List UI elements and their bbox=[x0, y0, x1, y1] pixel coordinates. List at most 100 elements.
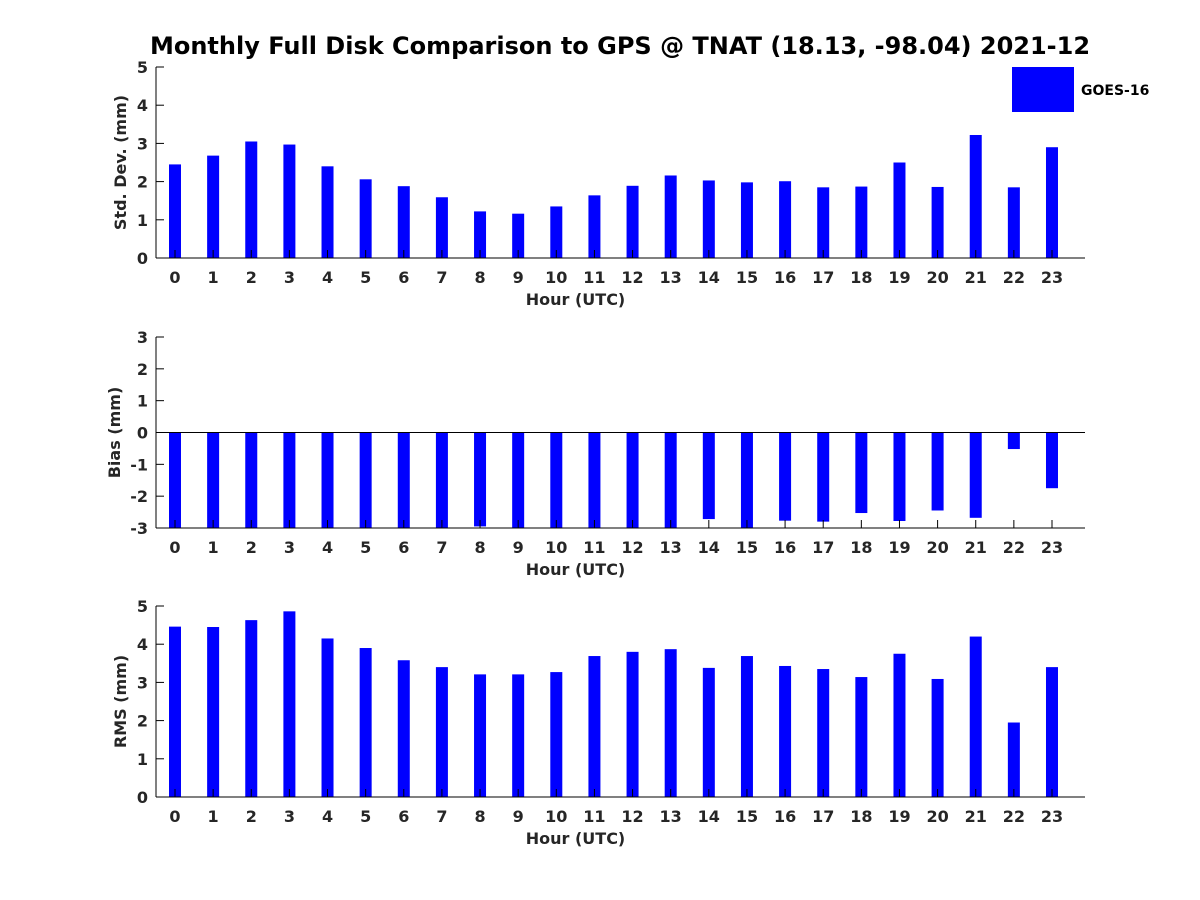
bar-hour-6 bbox=[397, 186, 410, 258]
x-tick-label: 5 bbox=[360, 268, 371, 287]
y-tick-label: 2 bbox=[137, 360, 148, 379]
bar-hour-18 bbox=[855, 186, 868, 258]
x-tick-label: 10 bbox=[545, 538, 567, 557]
x-tick-label: 16 bbox=[774, 538, 796, 557]
bar-hour-15 bbox=[740, 656, 753, 797]
bar-hour-17 bbox=[817, 187, 830, 258]
x-tick-label: 7 bbox=[436, 268, 447, 287]
x-tick-label: 0 bbox=[169, 538, 180, 557]
bar-hour-5 bbox=[359, 432, 372, 528]
y-axis-label: Std. Dev. (mm) bbox=[111, 95, 130, 230]
y-tick-label: 3 bbox=[137, 328, 148, 347]
legend: GOES-16 bbox=[1012, 67, 1149, 112]
x-tick-label: 17 bbox=[812, 807, 834, 826]
x-tick-label: 20 bbox=[926, 807, 948, 826]
bar-hour-0 bbox=[169, 626, 181, 797]
legend-swatch bbox=[1012, 67, 1074, 112]
bar-hour-2 bbox=[245, 620, 258, 797]
x-tick-label: 20 bbox=[926, 268, 948, 287]
x-tick-label: 0 bbox=[169, 268, 180, 287]
bar-hour-20 bbox=[931, 432, 944, 511]
x-tick-label: 11 bbox=[583, 538, 605, 557]
bar-hour-19 bbox=[893, 432, 906, 521]
x-tick-label: 19 bbox=[888, 807, 910, 826]
bar-hour-13 bbox=[664, 432, 677, 528]
bar-hour-16 bbox=[779, 432, 792, 521]
bar-hour-7 bbox=[435, 432, 448, 528]
figure-title: Monthly Full Disk Comparison to GPS @ TN… bbox=[150, 32, 1090, 60]
bar-hour-14 bbox=[702, 667, 715, 797]
bar-hour-1 bbox=[207, 432, 220, 528]
x-tick-label: 13 bbox=[660, 268, 682, 287]
x-tick-label: 6 bbox=[398, 807, 409, 826]
y-tick-label: 4 bbox=[137, 96, 148, 115]
x-tick-label: 22 bbox=[1003, 538, 1025, 557]
x-tick-label: 8 bbox=[474, 538, 485, 557]
bar-hour-6 bbox=[397, 660, 410, 797]
bar-hour-14 bbox=[702, 180, 715, 258]
x-tick-label: 8 bbox=[474, 268, 485, 287]
bar-hour-0 bbox=[169, 432, 181, 528]
bar-hour-5 bbox=[359, 648, 372, 797]
y-tick-label: 3 bbox=[137, 134, 148, 153]
bar-hour-15 bbox=[740, 182, 753, 258]
bar-hour-11 bbox=[588, 195, 601, 258]
x-tick-label: 12 bbox=[621, 268, 643, 287]
bar-hour-11 bbox=[588, 656, 601, 797]
x-tick-label: 17 bbox=[812, 268, 834, 287]
bar-hour-22 bbox=[1007, 722, 1020, 797]
x-tick-label: 16 bbox=[774, 268, 796, 287]
x-tick-label: 18 bbox=[850, 807, 872, 826]
bar-hour-21 bbox=[969, 134, 982, 258]
x-tick-label: 10 bbox=[545, 807, 567, 826]
bar-hour-22 bbox=[1007, 432, 1020, 450]
bar-hour-20 bbox=[931, 186, 944, 258]
bar-hour-23 bbox=[1045, 667, 1058, 797]
x-tick-label: 9 bbox=[513, 268, 524, 287]
bar-hour-10 bbox=[550, 206, 563, 258]
bar-hour-23 bbox=[1045, 147, 1058, 258]
x-tick-label: 15 bbox=[736, 807, 758, 826]
x-tick-label: 3 bbox=[284, 538, 295, 557]
y-tick-label: 0 bbox=[137, 424, 148, 443]
bar-hour-23 bbox=[1045, 432, 1058, 489]
x-tick-label: 16 bbox=[774, 807, 796, 826]
bar-hour-0 bbox=[169, 164, 181, 258]
bar-hour-16 bbox=[779, 665, 792, 797]
x-tick-label: 1 bbox=[208, 807, 219, 826]
y-tick-label: -3 bbox=[130, 519, 148, 538]
x-tick-label: 9 bbox=[513, 538, 524, 557]
y-axis-label: RMS (mm) bbox=[111, 655, 130, 748]
bar-hour-18 bbox=[855, 432, 868, 514]
y-tick-label: 0 bbox=[137, 788, 148, 807]
y-tick-label: 1 bbox=[137, 750, 148, 769]
y-tick-label: 3 bbox=[137, 673, 148, 692]
x-tick-label: 14 bbox=[698, 807, 720, 826]
x-tick-label: 19 bbox=[888, 538, 910, 557]
bar-hour-5 bbox=[359, 179, 372, 258]
x-tick-label: 13 bbox=[660, 807, 682, 826]
bar-hour-18 bbox=[855, 677, 868, 797]
bar-hour-21 bbox=[969, 636, 982, 797]
x-axis-label: Hour (UTC) bbox=[526, 560, 626, 579]
bar-hour-17 bbox=[817, 432, 830, 522]
bar-hour-12 bbox=[626, 185, 639, 258]
y-tick-label: 2 bbox=[137, 173, 148, 192]
x-tick-label: 15 bbox=[736, 538, 758, 557]
bar-hour-6 bbox=[397, 432, 410, 528]
bar-hour-7 bbox=[435, 197, 448, 258]
x-tick-label: 21 bbox=[965, 807, 987, 826]
y-tick-label: 0 bbox=[137, 249, 148, 268]
x-tick-label: 12 bbox=[621, 807, 643, 826]
bar-hour-16 bbox=[779, 181, 792, 258]
x-tick-label: 23 bbox=[1041, 268, 1063, 287]
bar-hour-8 bbox=[474, 432, 487, 527]
x-tick-label: 15 bbox=[736, 268, 758, 287]
x-tick-label: 1 bbox=[208, 268, 219, 287]
bar-hour-22 bbox=[1007, 187, 1020, 258]
x-tick-label: 8 bbox=[474, 807, 485, 826]
